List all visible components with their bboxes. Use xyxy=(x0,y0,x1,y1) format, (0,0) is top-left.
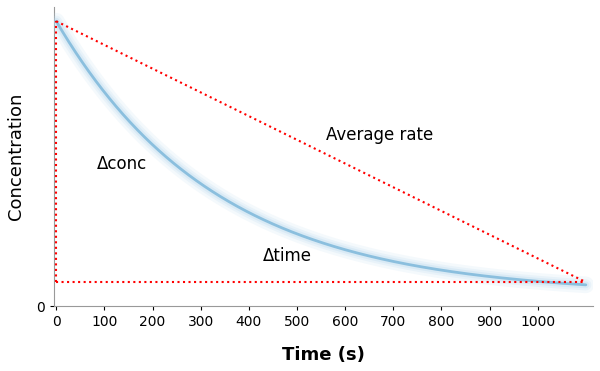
X-axis label: Time (s): Time (s) xyxy=(282,346,365,364)
Text: Δconc: Δconc xyxy=(97,155,148,173)
Text: Δtime: Δtime xyxy=(263,247,312,266)
Y-axis label: Concentration: Concentration xyxy=(7,93,25,220)
Text: Average rate: Average rate xyxy=(326,126,433,144)
